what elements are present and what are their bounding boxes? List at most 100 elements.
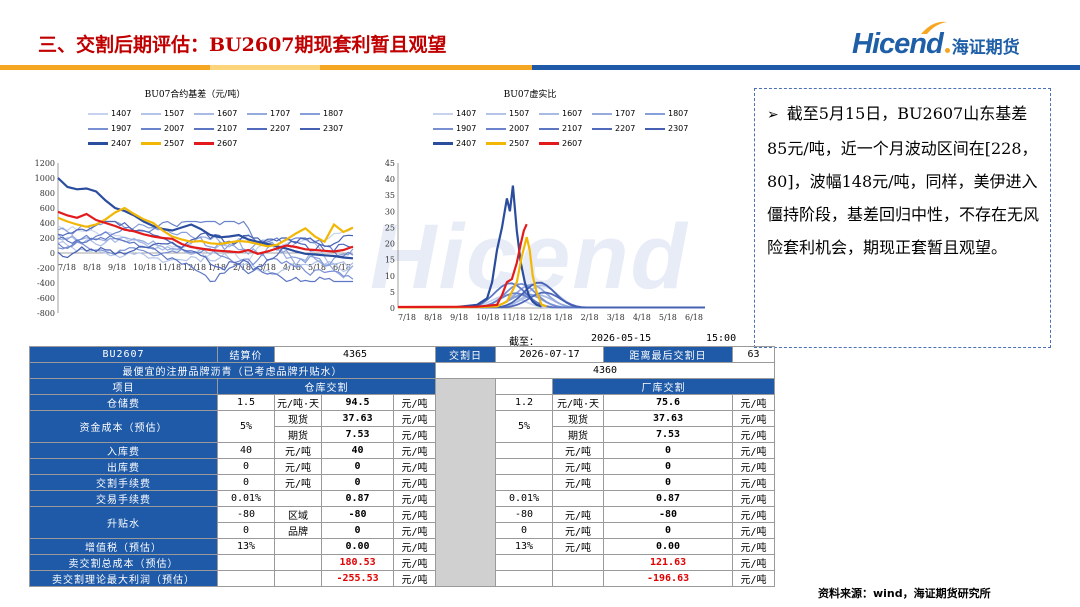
row-label: 卖交割总成本（预估）	[29, 554, 218, 571]
series-line-2507	[397, 236, 547, 309]
cell: 元/吨	[552, 474, 605, 491]
x-tick-label: 4/18	[633, 313, 651, 322]
table-row: 交割手续费 0 元/吨 0 元/吨 元/吨 0 元/吨	[29, 474, 776, 491]
commentary-box: ➢ 截至5月15日，BU2607山东基差85元/吨，近一个月波动区间在[228，8…	[754, 88, 1051, 348]
y-tick-label: -400	[37, 279, 55, 288]
series-line-2607	[57, 210, 354, 255]
cell: 元/吨	[393, 522, 437, 539]
cell	[273, 570, 323, 587]
table-row: 升贴水 -80 区域 -80 元/吨 -80 元/吨 -80 元/吨	[29, 506, 776, 539]
gray-divider	[435, 378, 497, 587]
legend-row: 1407 1507 1607 1707 1807	[433, 106, 698, 121]
cell: 元/吨	[732, 490, 776, 507]
table-row: 卖交割理论最大利润（预估） -255.53 元/吨 -196.63 元/吨	[29, 570, 776, 587]
legend-swatch	[539, 142, 559, 145]
cell: 元/吨	[552, 538, 605, 555]
y-tick-label: 45	[385, 159, 395, 168]
legend-item: 2307	[300, 124, 353, 133]
legend-swatch	[88, 127, 108, 130]
as-of-label: 截至：	[509, 337, 539, 348]
y-tick-label: 200	[40, 234, 55, 243]
cell	[495, 474, 554, 491]
logo-text: Hicend	[852, 28, 944, 60]
legend-item: 2207	[247, 124, 300, 133]
cell	[552, 554, 605, 571]
cell: 40	[321, 442, 395, 459]
legend-row: 2407 2507 2607	[433, 136, 698, 151]
row-label: 出库费	[29, 458, 218, 475]
cell: -255.53	[321, 570, 395, 587]
x-tick-label: 5/18	[308, 263, 326, 272]
cell: -80	[217, 506, 275, 523]
contract-cell: BU2607	[29, 346, 218, 363]
row-label: 交割手续费	[29, 474, 218, 491]
row-label: 增值税（预估）	[29, 538, 218, 555]
row-label: 升贴水	[29, 506, 218, 539]
legend-item: 2607	[194, 139, 247, 148]
legend-swatch	[300, 112, 320, 115]
cell: 区域	[273, 506, 323, 523]
legend-item: 2407	[88, 139, 141, 148]
legend-swatch	[247, 127, 267, 130]
cell: 元/吨	[393, 538, 437, 555]
cell: 元/吨	[732, 474, 776, 491]
cell: 元/吨	[393, 490, 437, 507]
cell: 元/吨	[732, 570, 776, 587]
row-label: 仓储费	[29, 394, 218, 411]
legend-label: 2307	[323, 124, 344, 133]
x-tick-label: 1/18	[555, 313, 573, 322]
y-tick-label: 1200	[35, 159, 55, 168]
cell: 1.2	[495, 394, 554, 411]
table-row: BU2607 结算价 4365 交割日 2026-07-17 距离最后交割日 6…	[29, 346, 776, 363]
legend-item: 2307	[645, 124, 698, 133]
cell: 元/吨	[393, 410, 437, 427]
settle-label: 结算价	[217, 346, 275, 363]
legend-item: 1707	[247, 109, 300, 118]
x-tick-label: 3/18	[607, 313, 625, 322]
cell: 元/吨	[273, 442, 323, 459]
legend-item: 2507	[486, 139, 539, 148]
x-tick-label: 11/18	[158, 263, 181, 272]
cell: 0.00	[603, 538, 734, 555]
legend-item: 1507	[486, 109, 539, 118]
cell: 元/吨	[393, 442, 437, 459]
cell: 40	[217, 442, 275, 459]
legend-item: 2107	[194, 124, 247, 133]
y-tick-label: 25	[385, 223, 395, 232]
x-tick-label: 11/18	[502, 313, 525, 322]
legend-row: 2407 2507 2607	[88, 136, 353, 151]
cell: 元/吨	[732, 538, 776, 555]
legend-swatch	[539, 112, 559, 115]
cell: 37.63	[321, 410, 395, 427]
header-stripe-blue	[532, 65, 1080, 70]
table-row: 仓储费 1.5 元/吨·天 94.5 元/吨 1.2 元/吨·天 75.6 元/…	[29, 394, 776, 411]
legend-swatch	[141, 127, 161, 130]
x-tick-label: 1/18	[208, 263, 226, 272]
legend-item: 2607	[539, 139, 592, 148]
factory-header: 厂库交割	[552, 378, 776, 395]
cell: 元/吨	[732, 458, 776, 475]
cell: 0.87	[321, 490, 395, 507]
cell: 0	[321, 458, 395, 475]
legend-swatch	[141, 112, 161, 115]
logo-swoosh-icon	[921, 21, 947, 34]
cell: 元/吨	[393, 426, 437, 443]
cell: 180.53	[321, 554, 395, 571]
cell: 元/吨	[552, 506, 605, 523]
cell: 元/吨·天	[552, 394, 605, 411]
y-tick-label: 0	[50, 249, 55, 258]
source-note: 资料来源：wind，海证期货研究所	[818, 587, 991, 600]
legend-item: 2507	[141, 139, 194, 148]
cell: 0	[603, 458, 734, 475]
y-tick-label: -800	[37, 309, 55, 318]
cell	[495, 442, 554, 459]
y-tick-label: 1000	[35, 174, 55, 183]
table-row: 项目 仓库交割 厂库交割	[29, 378, 776, 587]
row-label: 资金成本（预估）	[29, 410, 218, 443]
series-line-1907	[398, 282, 705, 309]
series-line-2407	[57, 177, 354, 260]
cell: 元/吨	[732, 426, 776, 443]
legend-label: 2007	[509, 124, 530, 133]
legend-swatch	[486, 142, 506, 145]
series-line-2107	[57, 234, 353, 283]
